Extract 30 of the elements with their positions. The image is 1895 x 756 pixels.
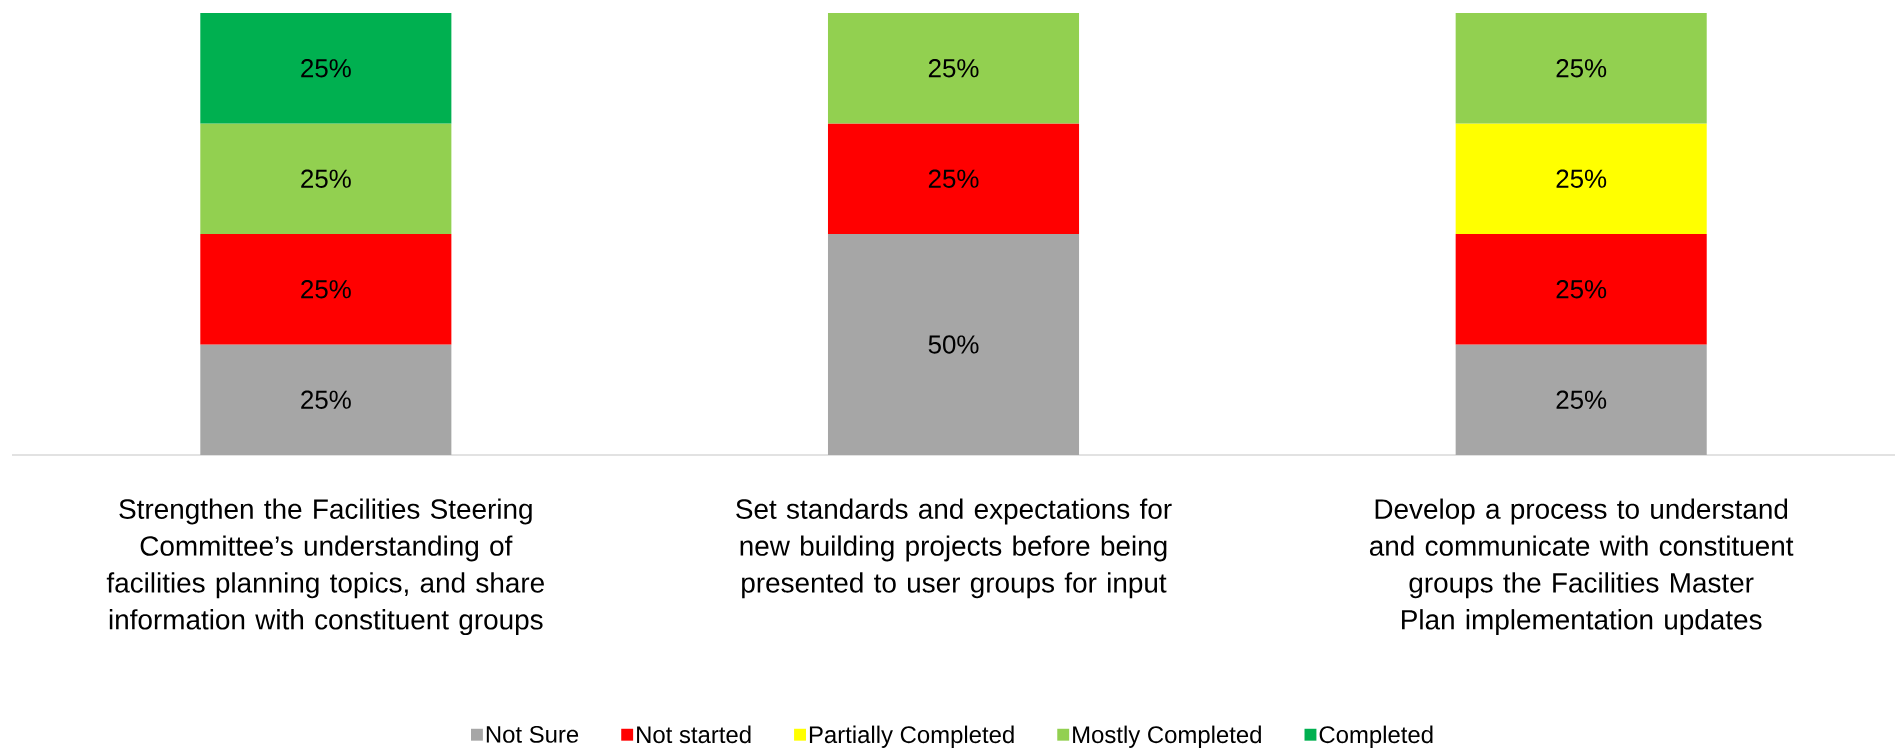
bar <box>1455 123 1707 234</box>
bar <box>200 344 452 455</box>
data-label: 25% <box>1556 169 1607 188</box>
bar <box>827 123 1080 234</box>
bar <box>200 123 452 234</box>
data-label: 25% <box>1556 390 1607 409</box>
legend-label: Not Sure <box>486 725 579 743</box>
bar <box>1455 344 1707 455</box>
data-label: 50% <box>928 335 979 354</box>
data-label: 25% <box>928 59 979 78</box>
data-label: 25% <box>1556 280 1607 299</box>
bar <box>1455 13 1707 124</box>
data-label: 25% <box>301 169 351 188</box>
bar <box>200 13 452 124</box>
legend-label: Completed <box>1319 725 1433 748</box>
data-label: 25% <box>301 390 351 409</box>
x-tick-label: Set standards and expectations for new building projects before being presented to user groups for input <box>736 498 1172 599</box>
legend-label: Mostly Completed <box>1073 725 1261 748</box>
data-label: 25% <box>928 169 979 188</box>
legend-label: Partially Completed <box>809 725 1014 748</box>
data-label: 25% <box>301 59 351 78</box>
bar <box>200 234 452 345</box>
bar <box>827 13 1080 124</box>
legend-label: Not started <box>637 725 751 744</box>
data-label: 25% <box>1556 59 1607 78</box>
x-tick-label: Develop a process to understand and communicate with constituent groups the Facilities Master Plan implementation updates <box>1369 498 1794 636</box>
data-label: 25% <box>301 280 351 299</box>
x-tick-label: Strengthen the Facilities Steering Committee’s understanding of facilities planning topics, and share information with constituent groups <box>106 498 544 636</box>
bar <box>1455 234 1707 345</box>
bar <box>827 234 1080 455</box>
